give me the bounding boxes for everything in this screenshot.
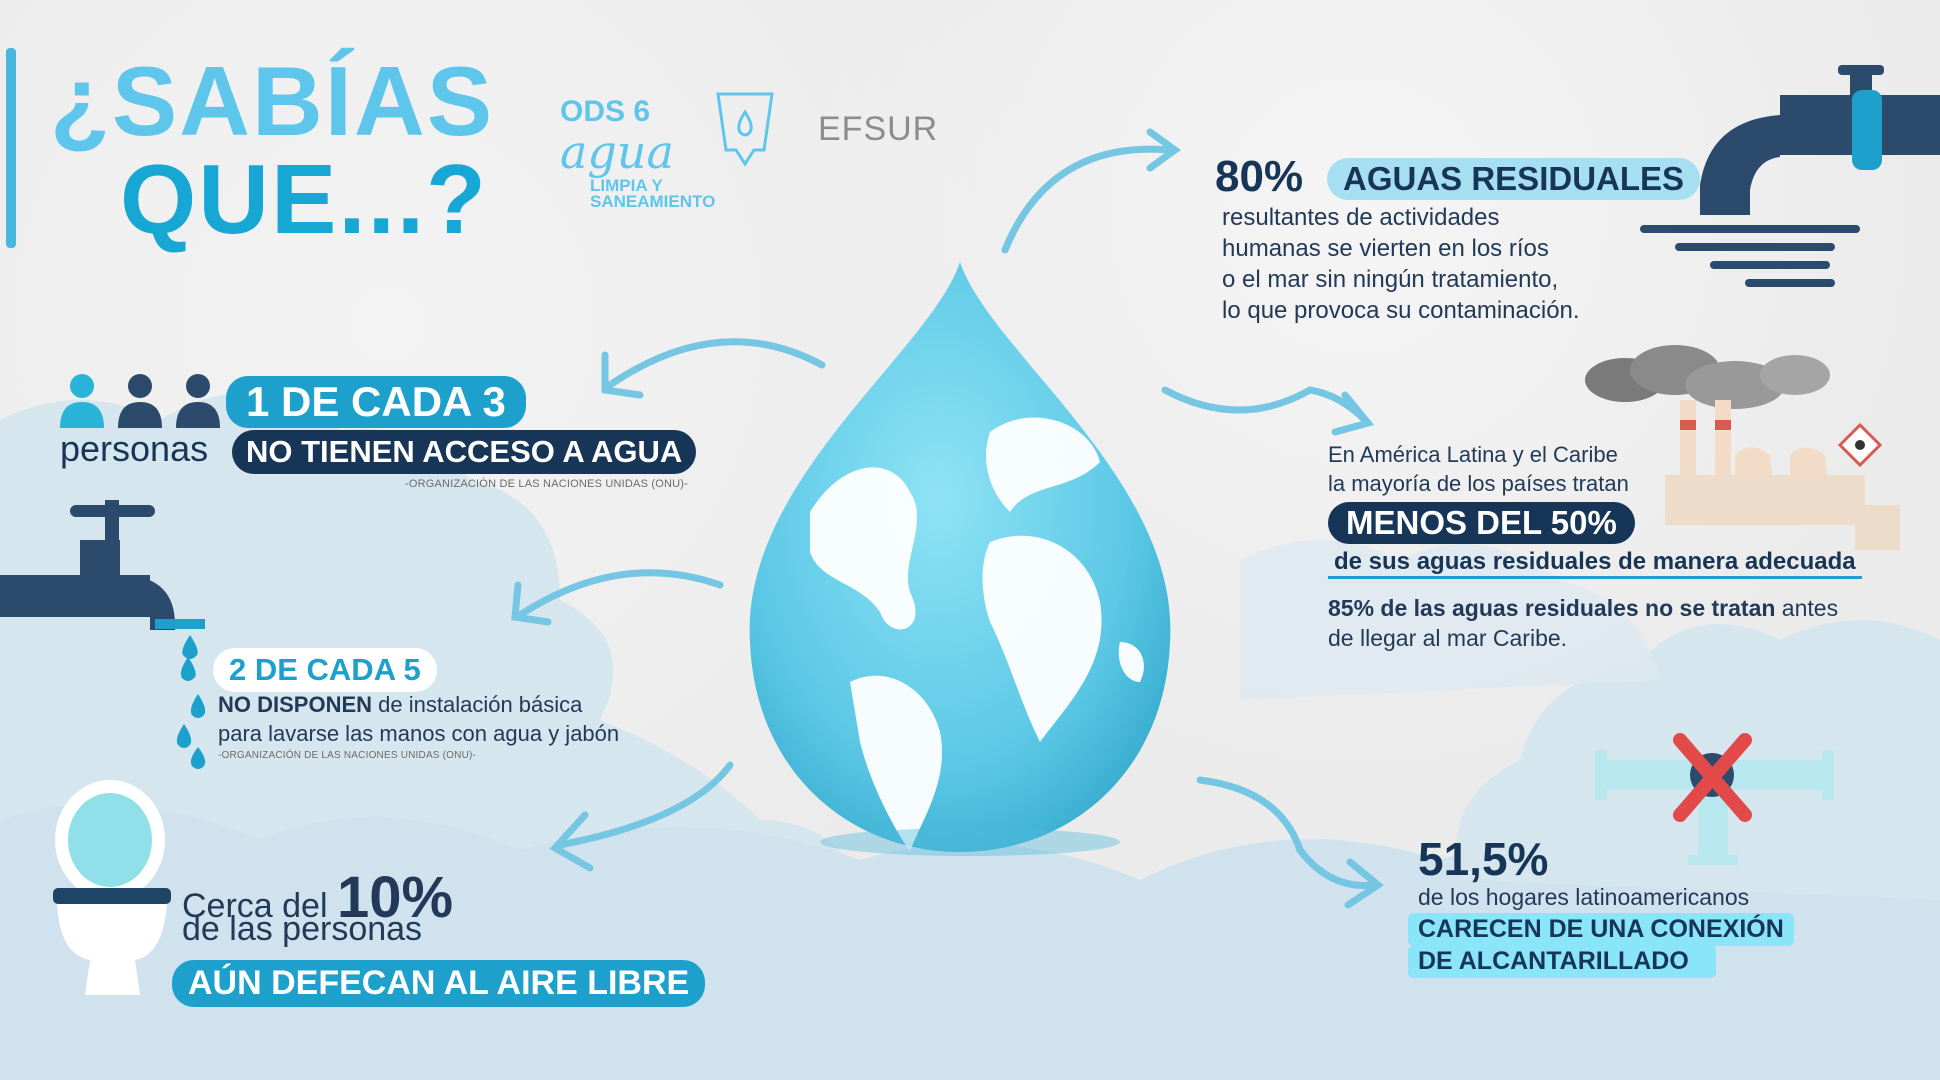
water-drop-icon [176,657,206,769]
fact3-prefix: Cerca del [182,887,337,925]
title-line-2: QUE...? [120,144,488,254]
fact2-text-1: de instalación básica [372,692,583,717]
arrow-icon [606,338,826,389]
fact2-headline: 2 DE CADA 5 [213,648,437,692]
fact5-line-2: la mayoría de los países tratan [1328,471,1629,496]
fact6-line-1: de los hogares latinoamericanos [1418,884,1750,910]
fact5-headline: MENOS DEL 50% [1328,502,1635,544]
blocked-pipe-icon [1595,733,1834,865]
fact2-line-1: NO DISPONEN de instalación básica [218,692,582,718]
arrow-icon [1001,145,1174,254]
faucet-icon [0,500,205,680]
fact4-line-3: o el mar sin ningún tratamiento, [1222,266,1559,293]
fact3-line-1: Cerca del 10% [182,864,453,931]
ods-number: ODS 6 [560,95,651,128]
ods-subtitle-1: LIMPIA Y [590,176,663,195]
ods6-logo: ODS 6 agua LIMPIA Y SANEAMIENTO [560,95,715,211]
fact3-line-2: de las personas [182,910,423,948]
fact5-line-3: de sus aguas residuales de manera adecua… [1328,548,1862,579]
efsur-logo: EFSUR [818,110,939,148]
pipe-outfall-icon [1640,65,1940,287]
arrow-icon [1161,386,1369,424]
fact4-line-1: resultantes de actividades [1222,204,1500,231]
ods-glass-icon [716,92,774,167]
toilet-icon [53,780,171,995]
globe-drop-icon [749,262,1171,856]
fact4-line-4: lo que provoca su contaminación. [1222,297,1580,324]
people-icon [60,374,220,428]
arrow-icon [516,569,724,619]
fact1-source: -ORGANIZACIÓN DE LAS NACIONES UNIDAS (ON… [405,478,689,490]
fact1-label: personas [60,428,209,469]
fact6-percent: 51,5% [1418,833,1549,885]
fact2-bold: NO DISPONEN [218,692,373,717]
ods-subtitle-2: SANEAMIENTO [590,191,716,211]
fact5-bold: 85% de las aguas residuales no se tratan [1328,595,1776,621]
factory-icon [1585,345,1900,550]
fact6-headline-2: DE ALCANTARILLADO [1408,945,1716,978]
fact4-percent: 80% [1215,152,1304,201]
arrow-icon [556,761,734,849]
fact2-source: -ORGANIZACIÓN DE LAS NACIONES UNIDAS (ON… [218,750,477,761]
fact5-bold-line: 85% de las aguas residuales no se tratan… [1328,595,1838,622]
fact3-detail: AÚN DEFECAN AL AIRE LIBRE [172,960,706,1007]
fact4-line-2: humanas se vierten en los ríos [1222,235,1549,262]
fact6-headline-1: CARECEN DE UNA CONEXIÓN [1408,913,1794,946]
fact2-line-2: para lavarse las manos con agua y jabón [218,721,620,746]
fact4-text: resultantes de actividades humanas se vi… [1222,202,1580,326]
arrow-icon [1196,776,1379,890]
fact3-percent: 10% [336,865,454,930]
fact5-line-1: En América Latina y el Caribe [1328,442,1618,467]
fact5-rest-1: antes [1775,595,1839,621]
fact1-headline: 1 DE CADA 3 [226,376,526,428]
page-title: ¿SABÍAS QUE...? [50,52,494,248]
fact1-detail: NO TIENEN ACCESO A AGUA [232,430,697,474]
ods-word: agua [560,125,674,179]
title-line-1: ¿SABÍAS [50,46,495,156]
fact4-headline: AGUAS RESIDUALES [1327,158,1701,200]
fact5-rest-2: de llegar al mar Caribe. [1328,625,1568,651]
accent-bar [6,48,16,248]
